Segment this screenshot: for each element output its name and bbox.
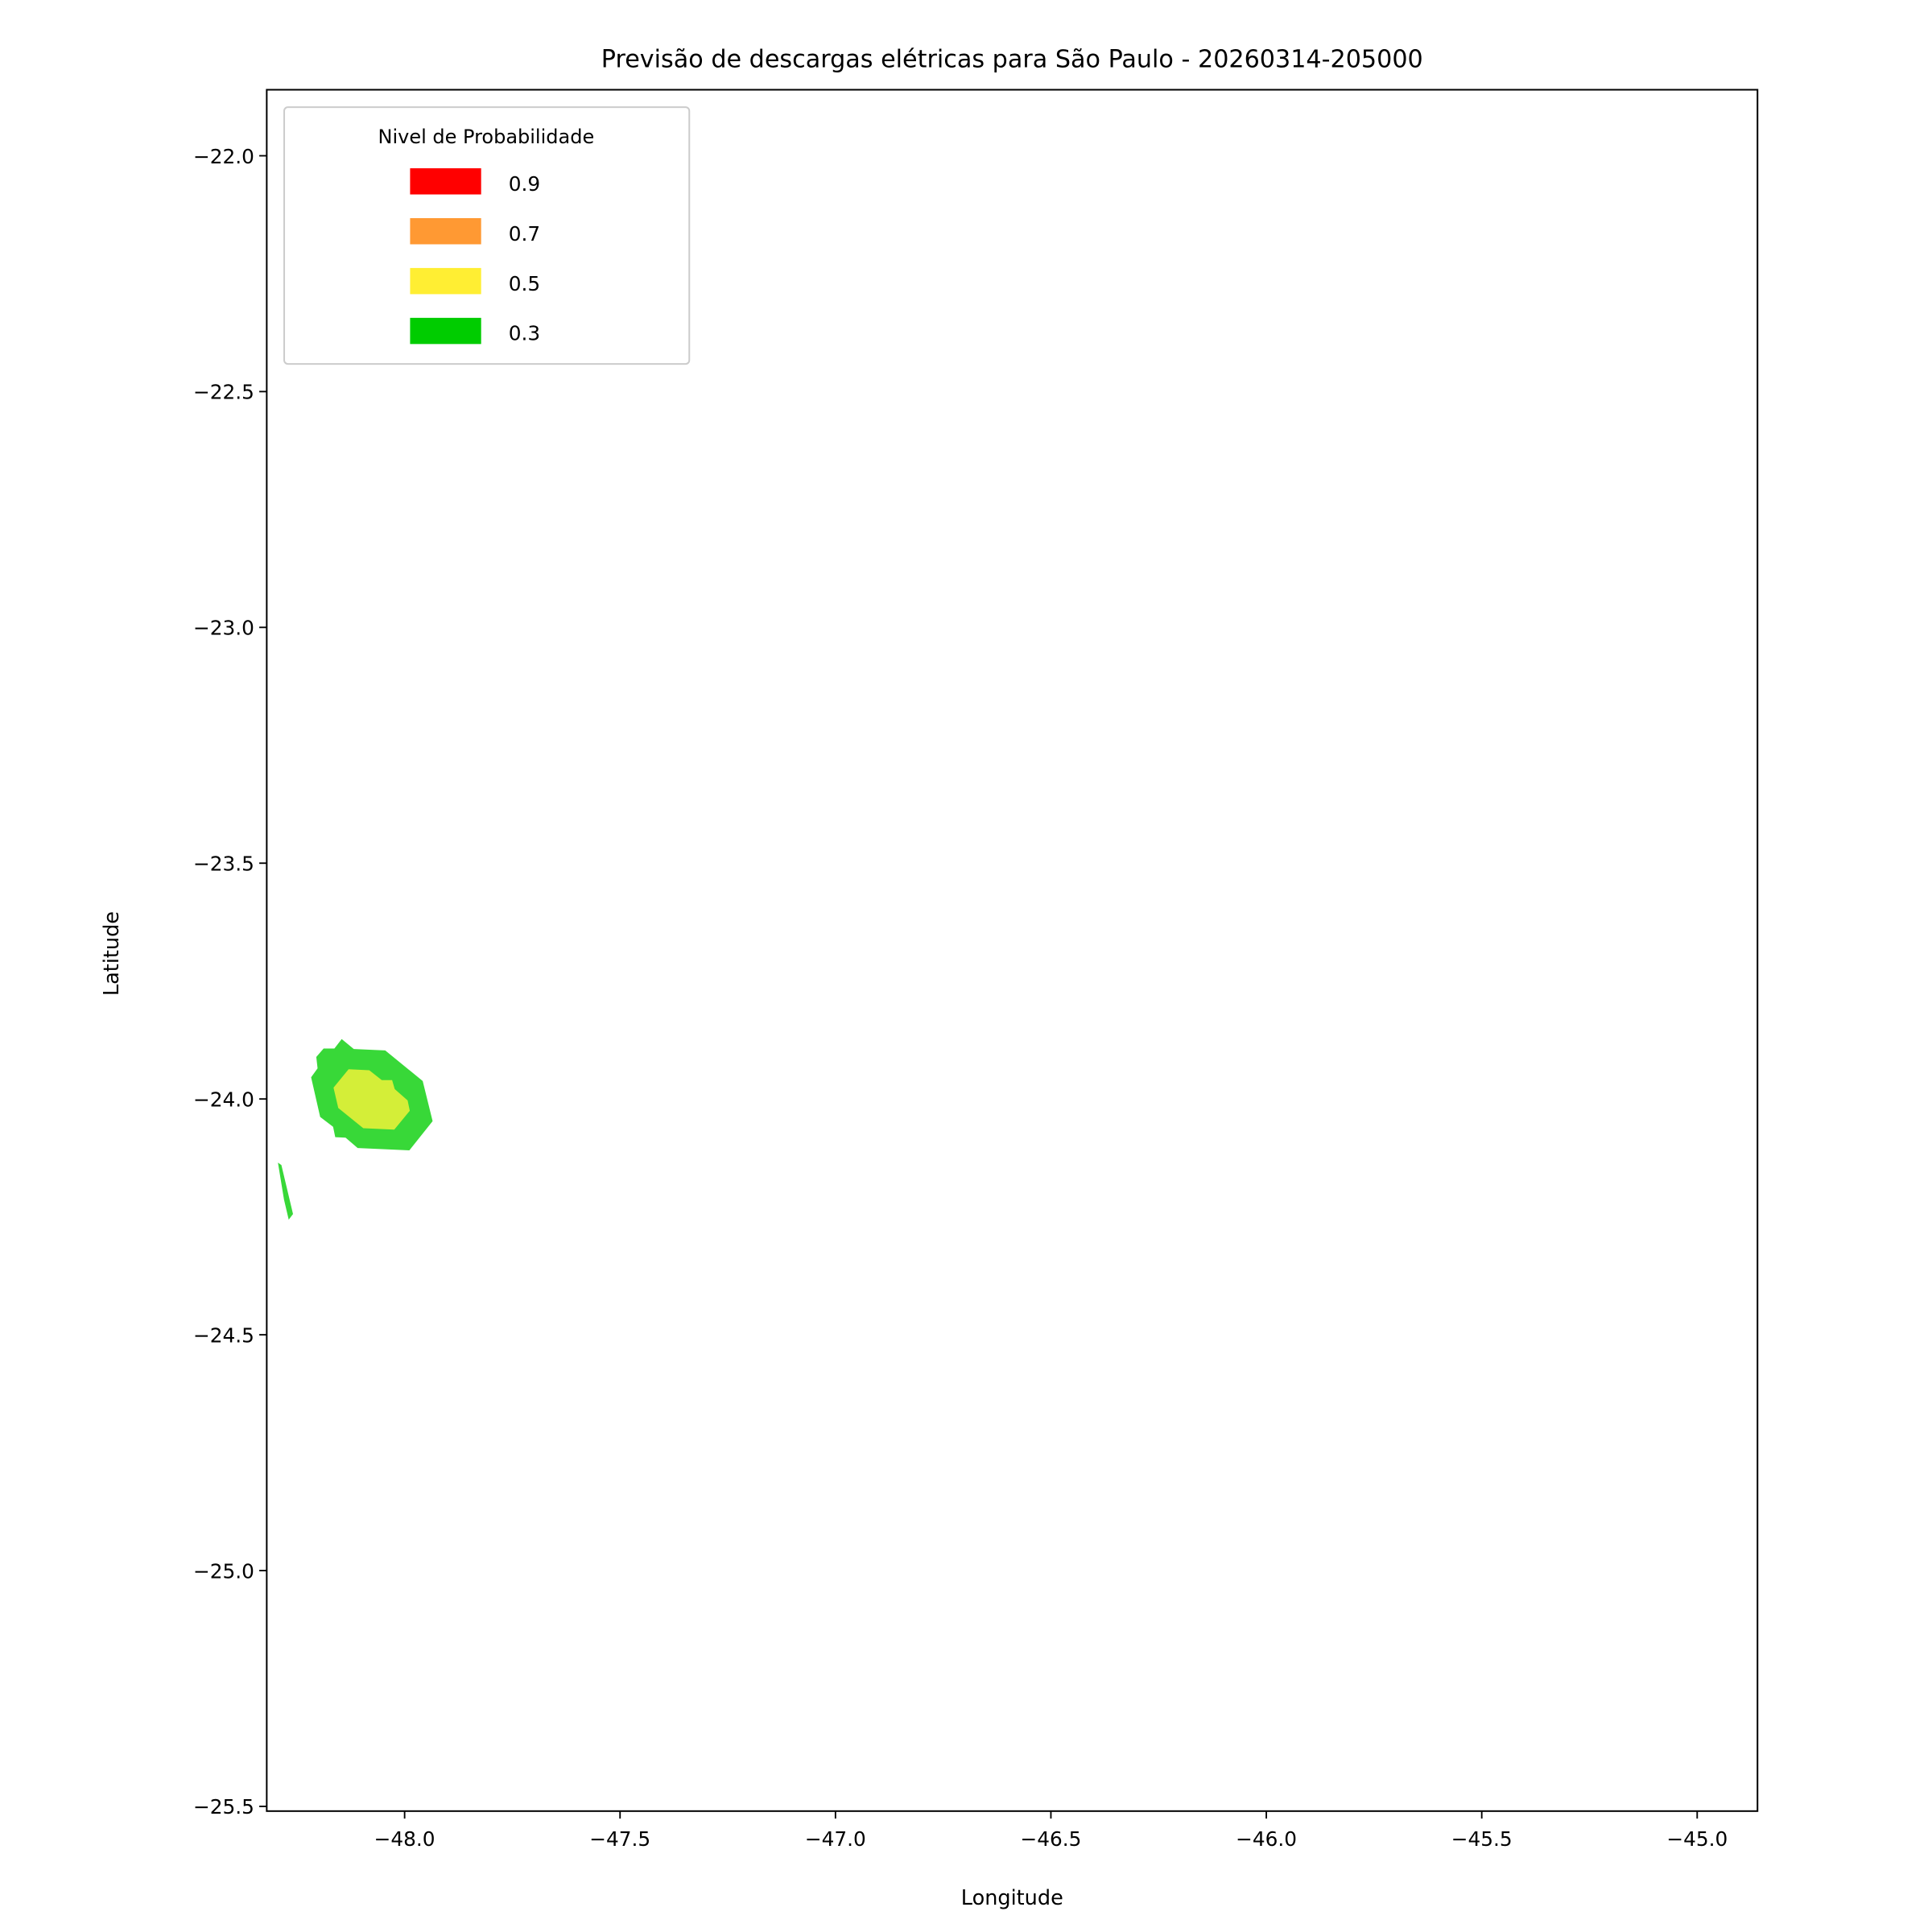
y-tick-label: −24.5 [193, 1323, 254, 1347]
legend-swatch-0.3 [410, 317, 481, 345]
x-tick-label: −48.0 [374, 1827, 436, 1851]
chart-title: Previsão de descargas elétricas para São… [601, 46, 1423, 74]
y-tick-label: −24.0 [193, 1088, 254, 1111]
x-axis-ticks: −48.0 −47.5 −47.0 −46.5 −46.0 −45.5 −45.0 [374, 1810, 1728, 1851]
legend-label: 0.7 [509, 222, 540, 246]
x-tick-label: −46.0 [1236, 1827, 1297, 1851]
legend-label: 0.5 [509, 272, 540, 295]
y-tick-label: −23.0 [193, 617, 254, 640]
legend-label: 0.9 [509, 172, 540, 196]
contour-regions [278, 1038, 433, 1220]
legend: Nivel de Probabilidade 0.9 0.7 0.5 0.3 [283, 106, 691, 365]
x-tick-label: −45.0 [1666, 1827, 1728, 1851]
y-axis-ticks: −22.0 −22.5 −23.0 −23.5 −24.0 −24.5 −25.0 −25.5 [193, 145, 267, 1818]
y-tick-label: −22.5 [193, 381, 254, 404]
contour-region-0.5 [333, 1069, 411, 1130]
legend-label: 0.3 [509, 322, 540, 345]
y-tick-label: −22.0 [193, 145, 254, 168]
contour-region-0.3 [278, 1162, 294, 1220]
legend-swatch-0.5 [410, 267, 481, 295]
legend-swatch-0.7 [410, 217, 481, 245]
x-axis-label: Longitude [961, 1886, 1063, 1910]
y-tick-label: −25.0 [193, 1559, 254, 1583]
x-tick-label: −47.5 [589, 1827, 650, 1851]
legend-swatch-0.9 [410, 168, 481, 195]
legend-title: Nivel de Probabilidade [378, 126, 595, 148]
legend-box [283, 106, 691, 365]
x-tick-label: −47.0 [805, 1827, 866, 1851]
plot-frame [266, 89, 1759, 1812]
y-axis-label: Latitude [100, 911, 124, 996]
y-tick-label: −25.5 [193, 1795, 254, 1818]
x-tick-label: −46.5 [1021, 1827, 1082, 1851]
y-tick-label: −23.5 [193, 852, 254, 876]
x-tick-label: −45.5 [1451, 1827, 1513, 1851]
